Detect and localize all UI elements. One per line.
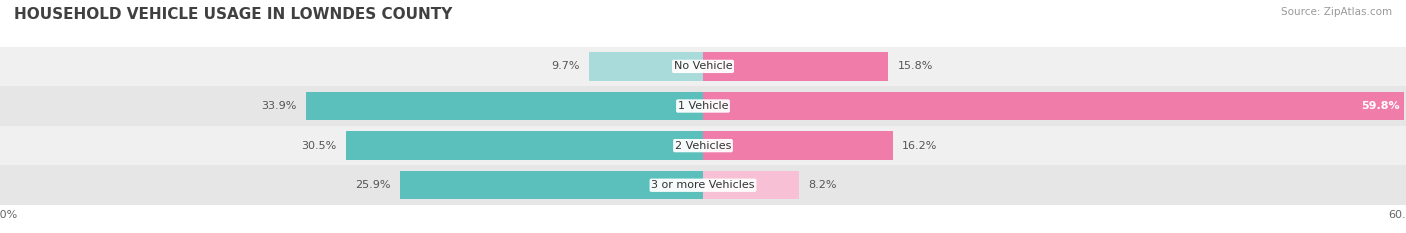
Bar — [307, 92, 703, 120]
Text: 33.9%: 33.9% — [262, 101, 297, 111]
Bar — [0, 47, 1406, 86]
Text: Source: ZipAtlas.com: Source: ZipAtlas.com — [1281, 7, 1392, 17]
Bar — [589, 52, 703, 81]
Text: No Vehicle: No Vehicle — [673, 62, 733, 71]
Bar — [703, 52, 889, 81]
Text: 15.8%: 15.8% — [897, 62, 932, 71]
Text: 3 or more Vehicles: 3 or more Vehicles — [651, 180, 755, 190]
Bar — [703, 171, 799, 199]
Bar — [0, 86, 1406, 126]
Bar — [703, 131, 893, 160]
Bar — [0, 126, 1406, 165]
Text: 59.8%: 59.8% — [1361, 101, 1400, 111]
Text: HOUSEHOLD VEHICLE USAGE IN LOWNDES COUNTY: HOUSEHOLD VEHICLE USAGE IN LOWNDES COUNT… — [14, 7, 453, 22]
Text: 1 Vehicle: 1 Vehicle — [678, 101, 728, 111]
Text: 8.2%: 8.2% — [808, 180, 837, 190]
Text: 2 Vehicles: 2 Vehicles — [675, 141, 731, 151]
Text: 30.5%: 30.5% — [301, 141, 336, 151]
Text: 16.2%: 16.2% — [903, 141, 938, 151]
Bar — [0, 165, 1406, 205]
Bar — [399, 171, 703, 199]
Text: 9.7%: 9.7% — [551, 62, 581, 71]
Text: 25.9%: 25.9% — [354, 180, 391, 190]
Bar — [703, 92, 1403, 120]
Bar — [346, 131, 703, 160]
